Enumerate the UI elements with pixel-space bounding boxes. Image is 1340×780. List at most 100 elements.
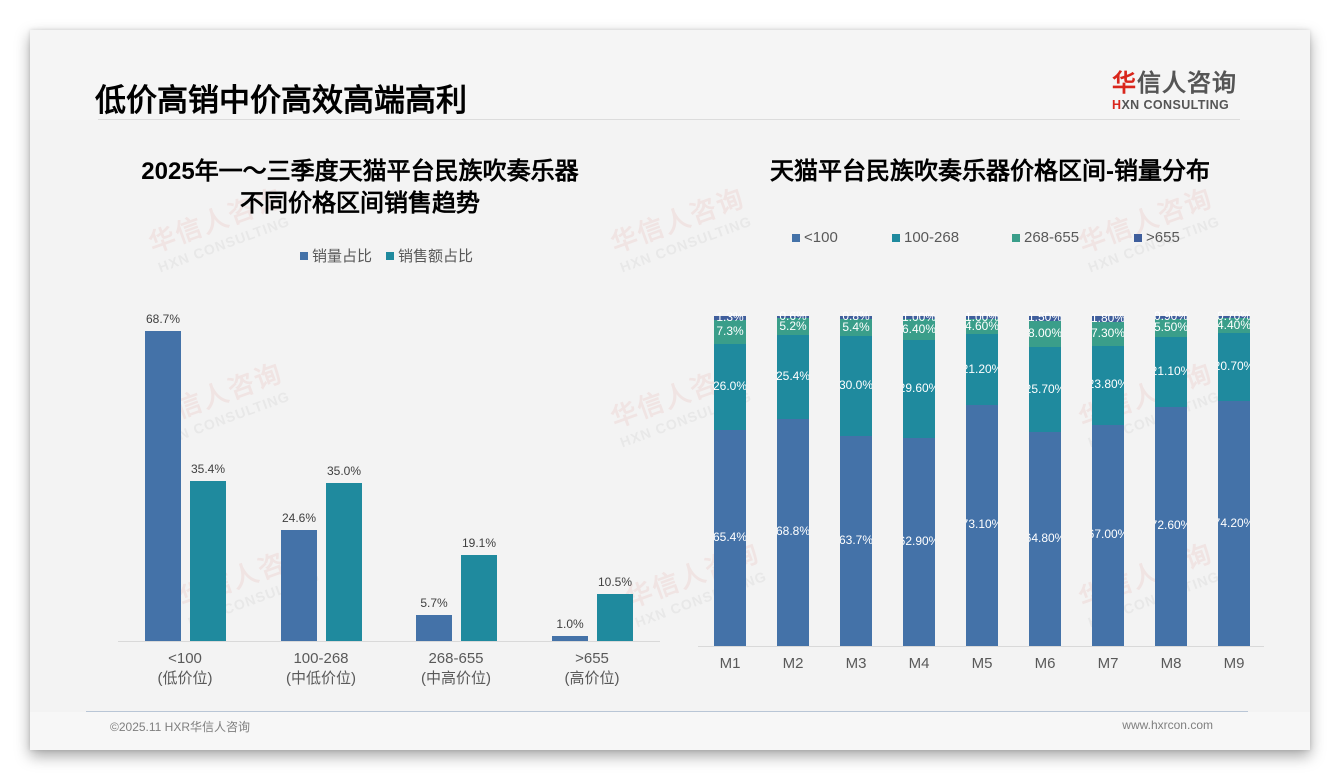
legend-swatch bbox=[892, 233, 900, 242]
bar-value-label: 35.0% bbox=[326, 464, 362, 479]
stacked-segment-r268_655 bbox=[966, 319, 998, 335]
stacked-segment-r100_268 bbox=[1029, 347, 1061, 433]
logo-cn: 华信人咨询 bbox=[1112, 70, 1237, 97]
segment-value-label: 5.2% bbox=[779, 318, 807, 333]
stacked-segment-r268_655 bbox=[1092, 321, 1124, 347]
legend-swatch bbox=[1012, 233, 1020, 242]
bar-amount bbox=[190, 481, 226, 641]
legend-item-100-268: 100-268 bbox=[892, 229, 1012, 246]
segment-value-label: 64.80% bbox=[1029, 531, 1061, 546]
segment-label-clip: 5.2% bbox=[777, 30, 809, 780]
segment-label-clip: 64.80% bbox=[1029, 30, 1061, 780]
legend-swatch bbox=[1134, 233, 1142, 242]
segment-label-clip: 5.50% bbox=[1155, 30, 1187, 780]
stacked-segment-lt100 bbox=[966, 404, 998, 646]
segment-value-label: 1.00% bbox=[903, 309, 935, 324]
bar-volume bbox=[552, 636, 588, 641]
segment-label-clip: 8.00% bbox=[1029, 30, 1061, 780]
month-label: M9 bbox=[1223, 655, 1245, 672]
stacked-segment-gt655 bbox=[1155, 316, 1187, 319]
stacked-segment-r268_655 bbox=[777, 317, 809, 336]
bar-value-label: 1.0% bbox=[556, 617, 584, 632]
stacked-segment-r100_268 bbox=[1218, 332, 1250, 402]
left-x-axis bbox=[118, 641, 660, 642]
header-band bbox=[30, 30, 1310, 120]
month-label: M3 bbox=[845, 655, 867, 672]
category-label: 268-655 (中高价位) bbox=[396, 649, 516, 689]
stacked-segment-r100_268 bbox=[714, 344, 746, 431]
bar-value-label: 24.6% bbox=[281, 510, 317, 525]
left-chart-title: 2025年一～三季度天猫平台民族吹奏乐器 不同价格区间销售趋势 bbox=[141, 158, 579, 217]
segment-value-label: 74.20% bbox=[1218, 515, 1250, 530]
category-sub: (高价位) bbox=[564, 670, 620, 687]
segment-label-clip: 1.80% bbox=[1092, 30, 1124, 780]
segment-label-clip: 20.70% bbox=[1218, 30, 1250, 780]
segment-label-clip: 68.8% bbox=[777, 30, 809, 780]
segment-value-label: 4.40% bbox=[1218, 317, 1250, 332]
month-label: M1 bbox=[719, 655, 741, 672]
segment-value-label: 1.50% bbox=[1029, 310, 1061, 325]
segment-label-clip: 21.10% bbox=[1155, 30, 1187, 780]
bar-value-label: 68.7% bbox=[145, 312, 181, 326]
segment-value-label: 25.4% bbox=[777, 369, 809, 384]
logo-en: HXN CONSULTING bbox=[1112, 98, 1230, 112]
segment-label-clip: 1.50% bbox=[1029, 30, 1061, 780]
segment-value-label: 5.50% bbox=[1155, 320, 1187, 335]
right-chart-legend: <100 100-268 268-655 >655 bbox=[792, 229, 1180, 246]
bar-amount bbox=[326, 483, 362, 641]
segment-label-clip: 67.00% bbox=[1092, 30, 1124, 780]
left-chart-legend: 销量占比 销售额占比 bbox=[300, 245, 473, 266]
month-label: M2 bbox=[782, 655, 804, 672]
month-label: M4 bbox=[908, 655, 930, 672]
segment-label-clip: 74.20% bbox=[1218, 30, 1250, 780]
category-sub: (低价位) bbox=[157, 670, 213, 687]
segment-label-clip: 65.4% bbox=[714, 30, 746, 780]
stacked-segment-r268_655 bbox=[1029, 320, 1061, 348]
legend-item-amount: 销售额占比 bbox=[386, 245, 473, 266]
segment-label-clip: 21.20% bbox=[966, 30, 998, 780]
right-chart-title: 天猫平台民族吹奏乐器价格区间-销量分布 bbox=[770, 158, 1210, 185]
stacked-segment-gt655 bbox=[966, 316, 998, 320]
page-title: 低价高销中价高效高端高利 bbox=[95, 83, 467, 118]
segment-label-clip: 25.70% bbox=[1029, 30, 1061, 780]
bar-volume bbox=[145, 331, 181, 641]
category-name: 268-655 bbox=[428, 650, 484, 667]
segment-value-label: 29.60% bbox=[903, 381, 935, 396]
segment-label-clip: 30.0% bbox=[840, 30, 872, 780]
stacked-segment-lt100 bbox=[1155, 406, 1187, 646]
segment-value-label: 6.40% bbox=[903, 321, 935, 336]
stacked-segment-lt100 bbox=[714, 430, 746, 646]
segment-label-clip: 0.8% bbox=[840, 30, 872, 780]
stacked-segment-r100_268 bbox=[840, 336, 872, 436]
stacked-segment-r100_268 bbox=[966, 334, 998, 405]
category-label: <100 (低价位) bbox=[125, 649, 245, 689]
segment-value-label: 23.80% bbox=[1092, 377, 1124, 392]
segment-label-clip: 1.00% bbox=[966, 30, 998, 780]
segment-label-clip: 4.60% bbox=[966, 30, 998, 780]
bar-amount bbox=[461, 554, 497, 641]
bar-value-label: 5.7% bbox=[420, 596, 448, 611]
footer-copyright: ©2025.11 HXR华信人咨询 bbox=[110, 720, 250, 734]
segment-value-label: 63.7% bbox=[840, 532, 872, 547]
stacked-segment-lt100 bbox=[840, 435, 872, 646]
segment-value-label: 1.00% bbox=[966, 309, 998, 324]
slide: 低价高销中价高效高端高利 华信人咨询 HXN CONSULTING 华信人咨询 H… bbox=[30, 30, 1310, 750]
segment-label-clip: 6.40% bbox=[903, 30, 935, 780]
segment-value-label: 72.60% bbox=[1155, 518, 1187, 533]
stacked-segment-gt655 bbox=[1029, 316, 1061, 321]
segment-label-clip: 63.7% bbox=[840, 30, 872, 780]
segment-value-label: 26.0% bbox=[714, 379, 746, 394]
segment-label-clip: 4.40% bbox=[1218, 30, 1250, 780]
legend-item-268-655: 268-655 bbox=[1012, 229, 1134, 246]
stacked-segment-r100_268 bbox=[903, 340, 935, 439]
segment-value-label: 0.70% bbox=[1218, 309, 1250, 324]
stacked-segment-lt100 bbox=[903, 438, 935, 646]
category-label: 100-268 (中低价位) bbox=[261, 649, 381, 689]
bar-value-label: 10.5% bbox=[597, 574, 633, 589]
segment-label-clip: 62.90% bbox=[903, 30, 935, 780]
stacked-segment-r100_268 bbox=[1155, 337, 1187, 407]
stacked-segment-gt655 bbox=[1218, 316, 1250, 319]
segment-value-label: 25.70% bbox=[1029, 381, 1061, 396]
footer-website: www.hxrcon.com bbox=[1122, 718, 1213, 732]
segment-label-clip: 23.80% bbox=[1092, 30, 1124, 780]
